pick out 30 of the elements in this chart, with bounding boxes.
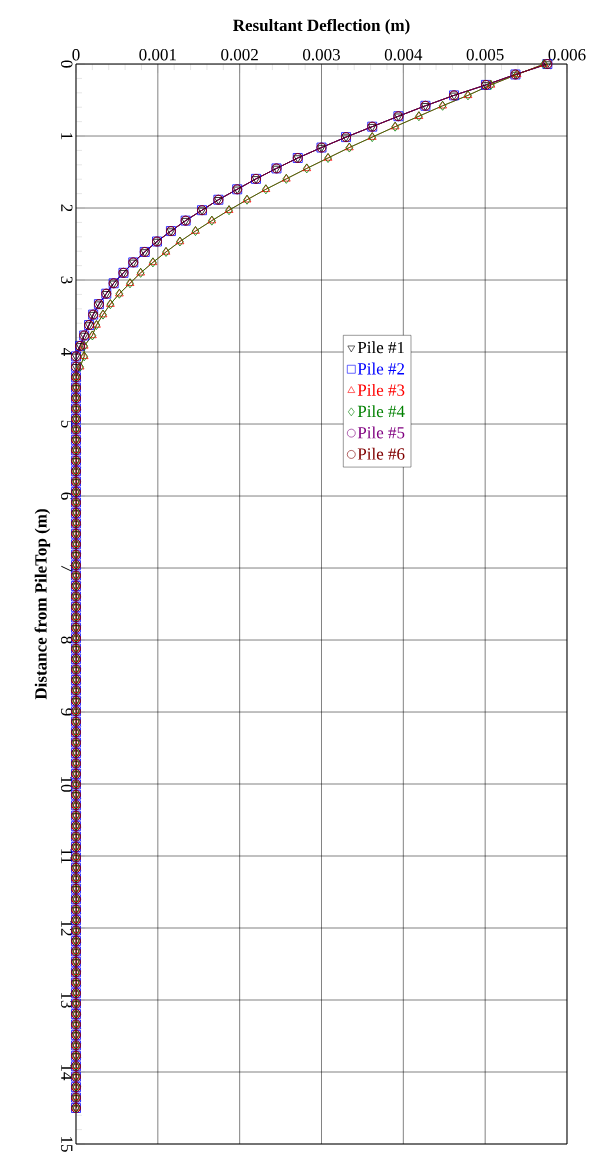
x-tick-label: 0.004 <box>384 48 423 61</box>
y-tick-label: 5 <box>61 420 73 428</box>
y-tick-label: 10 <box>60 777 73 792</box>
legend-label: Pile #1 <box>357 341 404 354</box>
x-tick-label: 0.003 <box>303 48 340 61</box>
x-tick-label: 0.001 <box>139 48 176 61</box>
y-tick-label: 8 <box>60 636 73 644</box>
y-tick-label: 2 <box>61 204 73 212</box>
legend-label: Pile #6 <box>357 447 405 460</box>
y-tick-label: 11 <box>61 849 73 864</box>
y-tick-label: 9 <box>61 708 73 716</box>
y-tick-label: 14 <box>61 1064 73 1081</box>
legend-label: Pile #3 <box>357 383 405 396</box>
legend-label: Pile #4 <box>357 405 405 418</box>
legend-label: Pile #5 <box>357 426 405 439</box>
x-tick-label: 0.005 <box>466 48 504 61</box>
y-tick-label: 1 <box>61 133 73 140</box>
x-axis-title: Resultant Deflection (m) <box>233 18 410 35</box>
x-tick-label: 0.006 <box>548 48 586 61</box>
y-tick-label: 12 <box>61 921 73 936</box>
legend-label: Pile #2 <box>357 362 405 375</box>
x-tick-label: 0.002 <box>221 48 258 61</box>
y-tick-label: 7 <box>61 564 73 572</box>
y-tick-label: 13 <box>61 993 73 1008</box>
y-tick-label: 3 <box>61 276 73 284</box>
y-tick-label: 15 <box>61 1136 73 1152</box>
y-axis-title: Distance from PileTop (m) <box>34 509 51 700</box>
y-tick-label: 0 <box>60 60 73 68</box>
y-tick-label: 4 <box>61 348 73 357</box>
y-tick-label: 6 <box>61 492 73 500</box>
